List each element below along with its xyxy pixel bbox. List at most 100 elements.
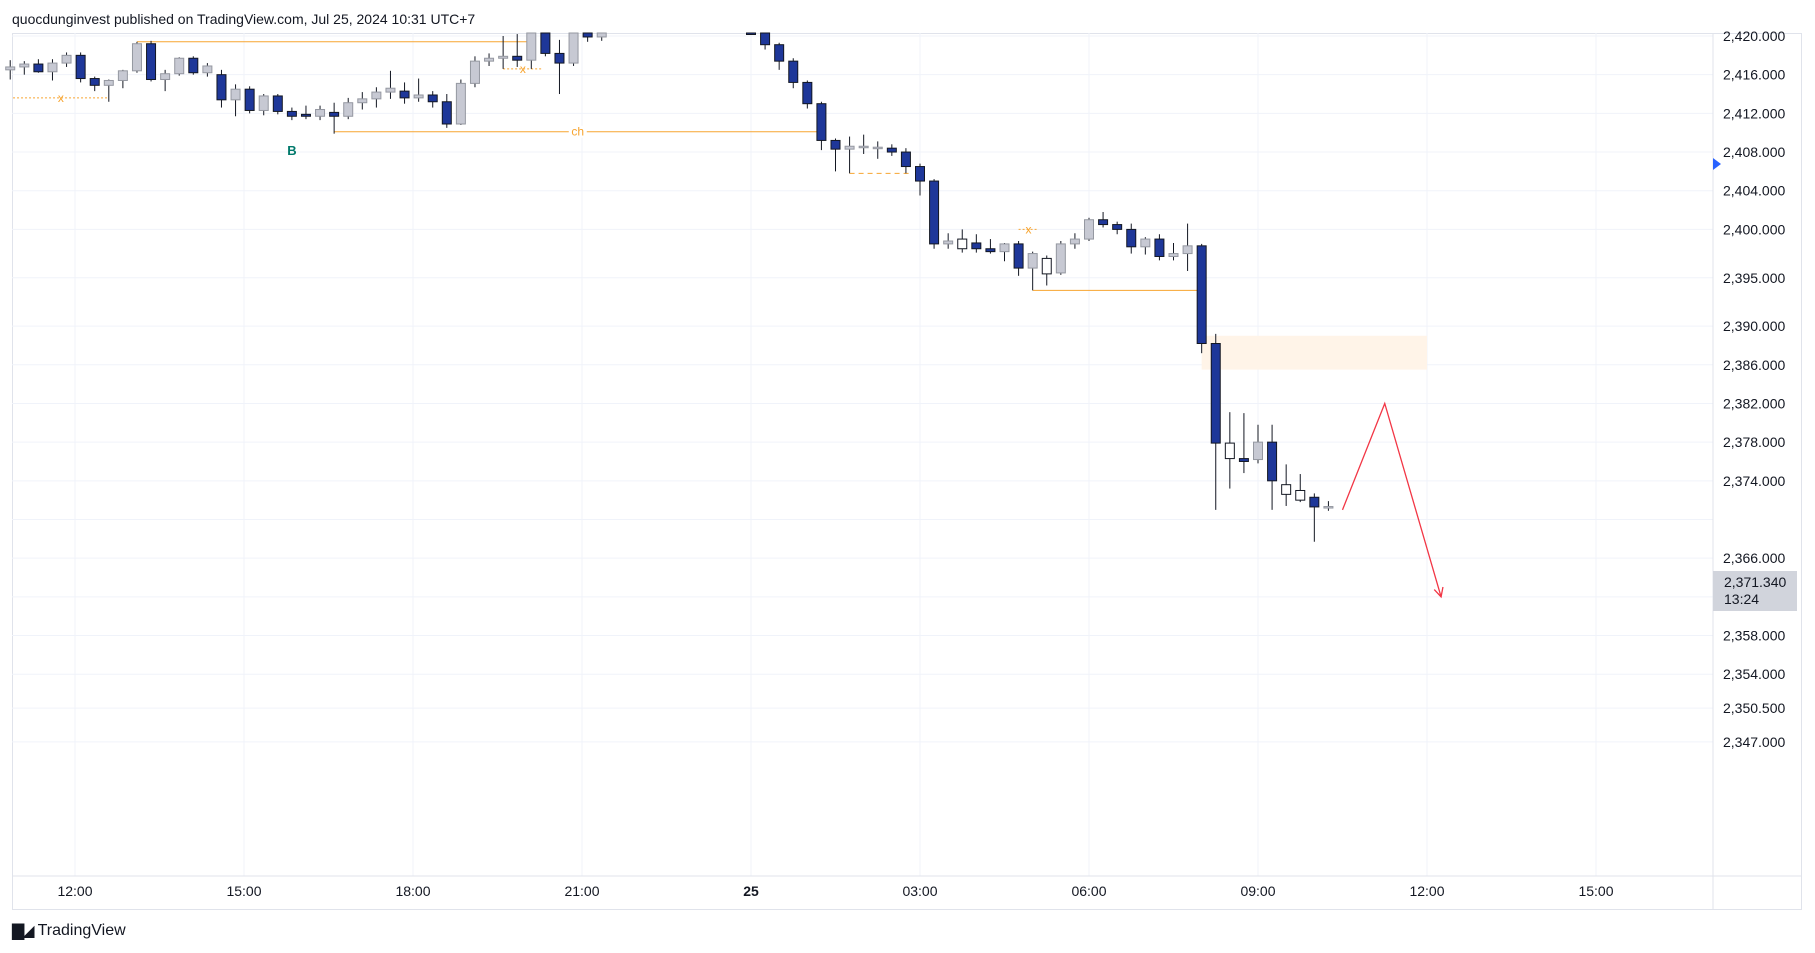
zone-layer (1201, 335, 1427, 370)
candle-body (244, 88, 255, 111)
candle-body (329, 111, 340, 117)
candle (216, 69, 227, 108)
candle-body (357, 98, 368, 104)
projection-arrowhead-icon (1433, 586, 1444, 599)
candle-body (1098, 219, 1109, 226)
candle-body (286, 110, 297, 117)
y-tick-label: 2,354.000 (1723, 666, 1785, 682)
candle (146, 40, 157, 82)
candle (244, 86, 255, 114)
candle-body (258, 95, 269, 111)
candle (1309, 493, 1320, 542)
candle-body (103, 79, 114, 86)
x-tick-label: 21:00 (564, 883, 599, 899)
candle (1098, 211, 1109, 228)
candle (582, 32, 593, 42)
y-tick-label: 2,386.000 (1723, 357, 1785, 373)
candle (1323, 501, 1334, 511)
level-label: ch (571, 125, 584, 139)
candle (202, 63, 213, 77)
candle-body (47, 62, 58, 73)
candle-body (19, 63, 30, 68)
candle (915, 163, 925, 196)
candle (343, 97, 354, 120)
candle-body (343, 102, 354, 117)
candle-body (985, 248, 996, 253)
candle (886, 144, 897, 156)
projection-layer (1341, 401, 1444, 599)
candle (1168, 242, 1179, 261)
supply-zone (1201, 335, 1427, 370)
x-tick-label: 25 (743, 883, 759, 899)
y-tick-label: 2,395.000 (1723, 270, 1785, 286)
candle-body (788, 60, 799, 83)
candle-body (1238, 458, 1249, 462)
candle-body (202, 65, 213, 74)
candle-body (146, 43, 157, 81)
candle-body (117, 70, 128, 81)
candle-body (1267, 441, 1278, 482)
chart-frame[interactable] (12, 33, 1802, 910)
candle-body (1027, 253, 1038, 269)
candle-body (872, 146, 883, 150)
y-tick-label: 2,350.500 (1723, 700, 1785, 716)
candle (399, 82, 410, 104)
candle (1069, 233, 1080, 249)
candle-body (61, 54, 72, 64)
candle (455, 79, 466, 125)
candle (746, 32, 756, 35)
footer-brand: TradingView (37, 921, 126, 939)
y-tick-label: 2,358.000 (1723, 628, 1785, 644)
y-tick-label: 2,390.000 (1723, 318, 1785, 334)
candle-body (131, 43, 142, 72)
candle (1295, 474, 1306, 503)
candle (1196, 243, 1207, 354)
candle-body (568, 32, 579, 64)
price-marker-icon (1713, 158, 1721, 170)
annotation-layer: B (287, 143, 296, 158)
candle-body (1126, 228, 1137, 248)
candle (858, 134, 869, 154)
footer-logo[interactable]: ▇◢ TradingView (12, 921, 126, 940)
candle-body (971, 242, 982, 250)
x-tick-label: 18:00 (395, 883, 430, 899)
candle (830, 138, 841, 172)
tradingview-logo-icon: ▇◢ (12, 921, 35, 940)
candle-body (957, 238, 968, 250)
signal-label-b: B (287, 143, 296, 158)
candle (512, 34, 523, 67)
candle (1267, 424, 1278, 510)
candle (160, 69, 171, 92)
x-tick-label: 15:00 (1578, 883, 1613, 899)
candle-body (554, 52, 565, 64)
y-tick-label: 2,382.000 (1723, 395, 1785, 411)
candle (5, 60, 16, 80)
candle-body (1154, 238, 1165, 257)
candle (1055, 241, 1066, 275)
candle-body (844, 145, 855, 150)
candle-body (300, 113, 311, 117)
candle-body (858, 145, 869, 149)
candle-body (526, 32, 537, 61)
candle (971, 234, 982, 253)
candle (103, 79, 114, 102)
x-tick-label: 03:00 (902, 883, 937, 899)
candle-body (1055, 243, 1066, 274)
candle (1253, 424, 1263, 464)
candle-body (1069, 238, 1080, 245)
candle (371, 87, 382, 108)
y-tick-label: 2,400.000 (1723, 221, 1785, 237)
candle (1126, 223, 1137, 254)
candle-body (596, 32, 607, 38)
candle-body (1140, 238, 1151, 248)
candle-body (174, 57, 185, 75)
candle-body (1295, 489, 1306, 501)
candle-body (512, 55, 523, 61)
candle-body (1281, 484, 1292, 495)
candle (1112, 221, 1123, 235)
candle-body (75, 54, 86, 80)
candle-body (830, 139, 841, 150)
candle (760, 32, 771, 50)
candle (272, 94, 283, 115)
